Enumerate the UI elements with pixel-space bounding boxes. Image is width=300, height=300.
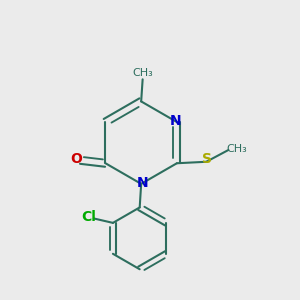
Text: S: S — [202, 152, 212, 166]
Text: Cl: Cl — [81, 210, 96, 224]
Text: O: O — [70, 152, 82, 166]
Text: CH₃: CH₃ — [226, 143, 247, 154]
Text: N: N — [170, 114, 182, 128]
Text: CH₃: CH₃ — [132, 68, 153, 78]
Text: N: N — [137, 176, 149, 190]
